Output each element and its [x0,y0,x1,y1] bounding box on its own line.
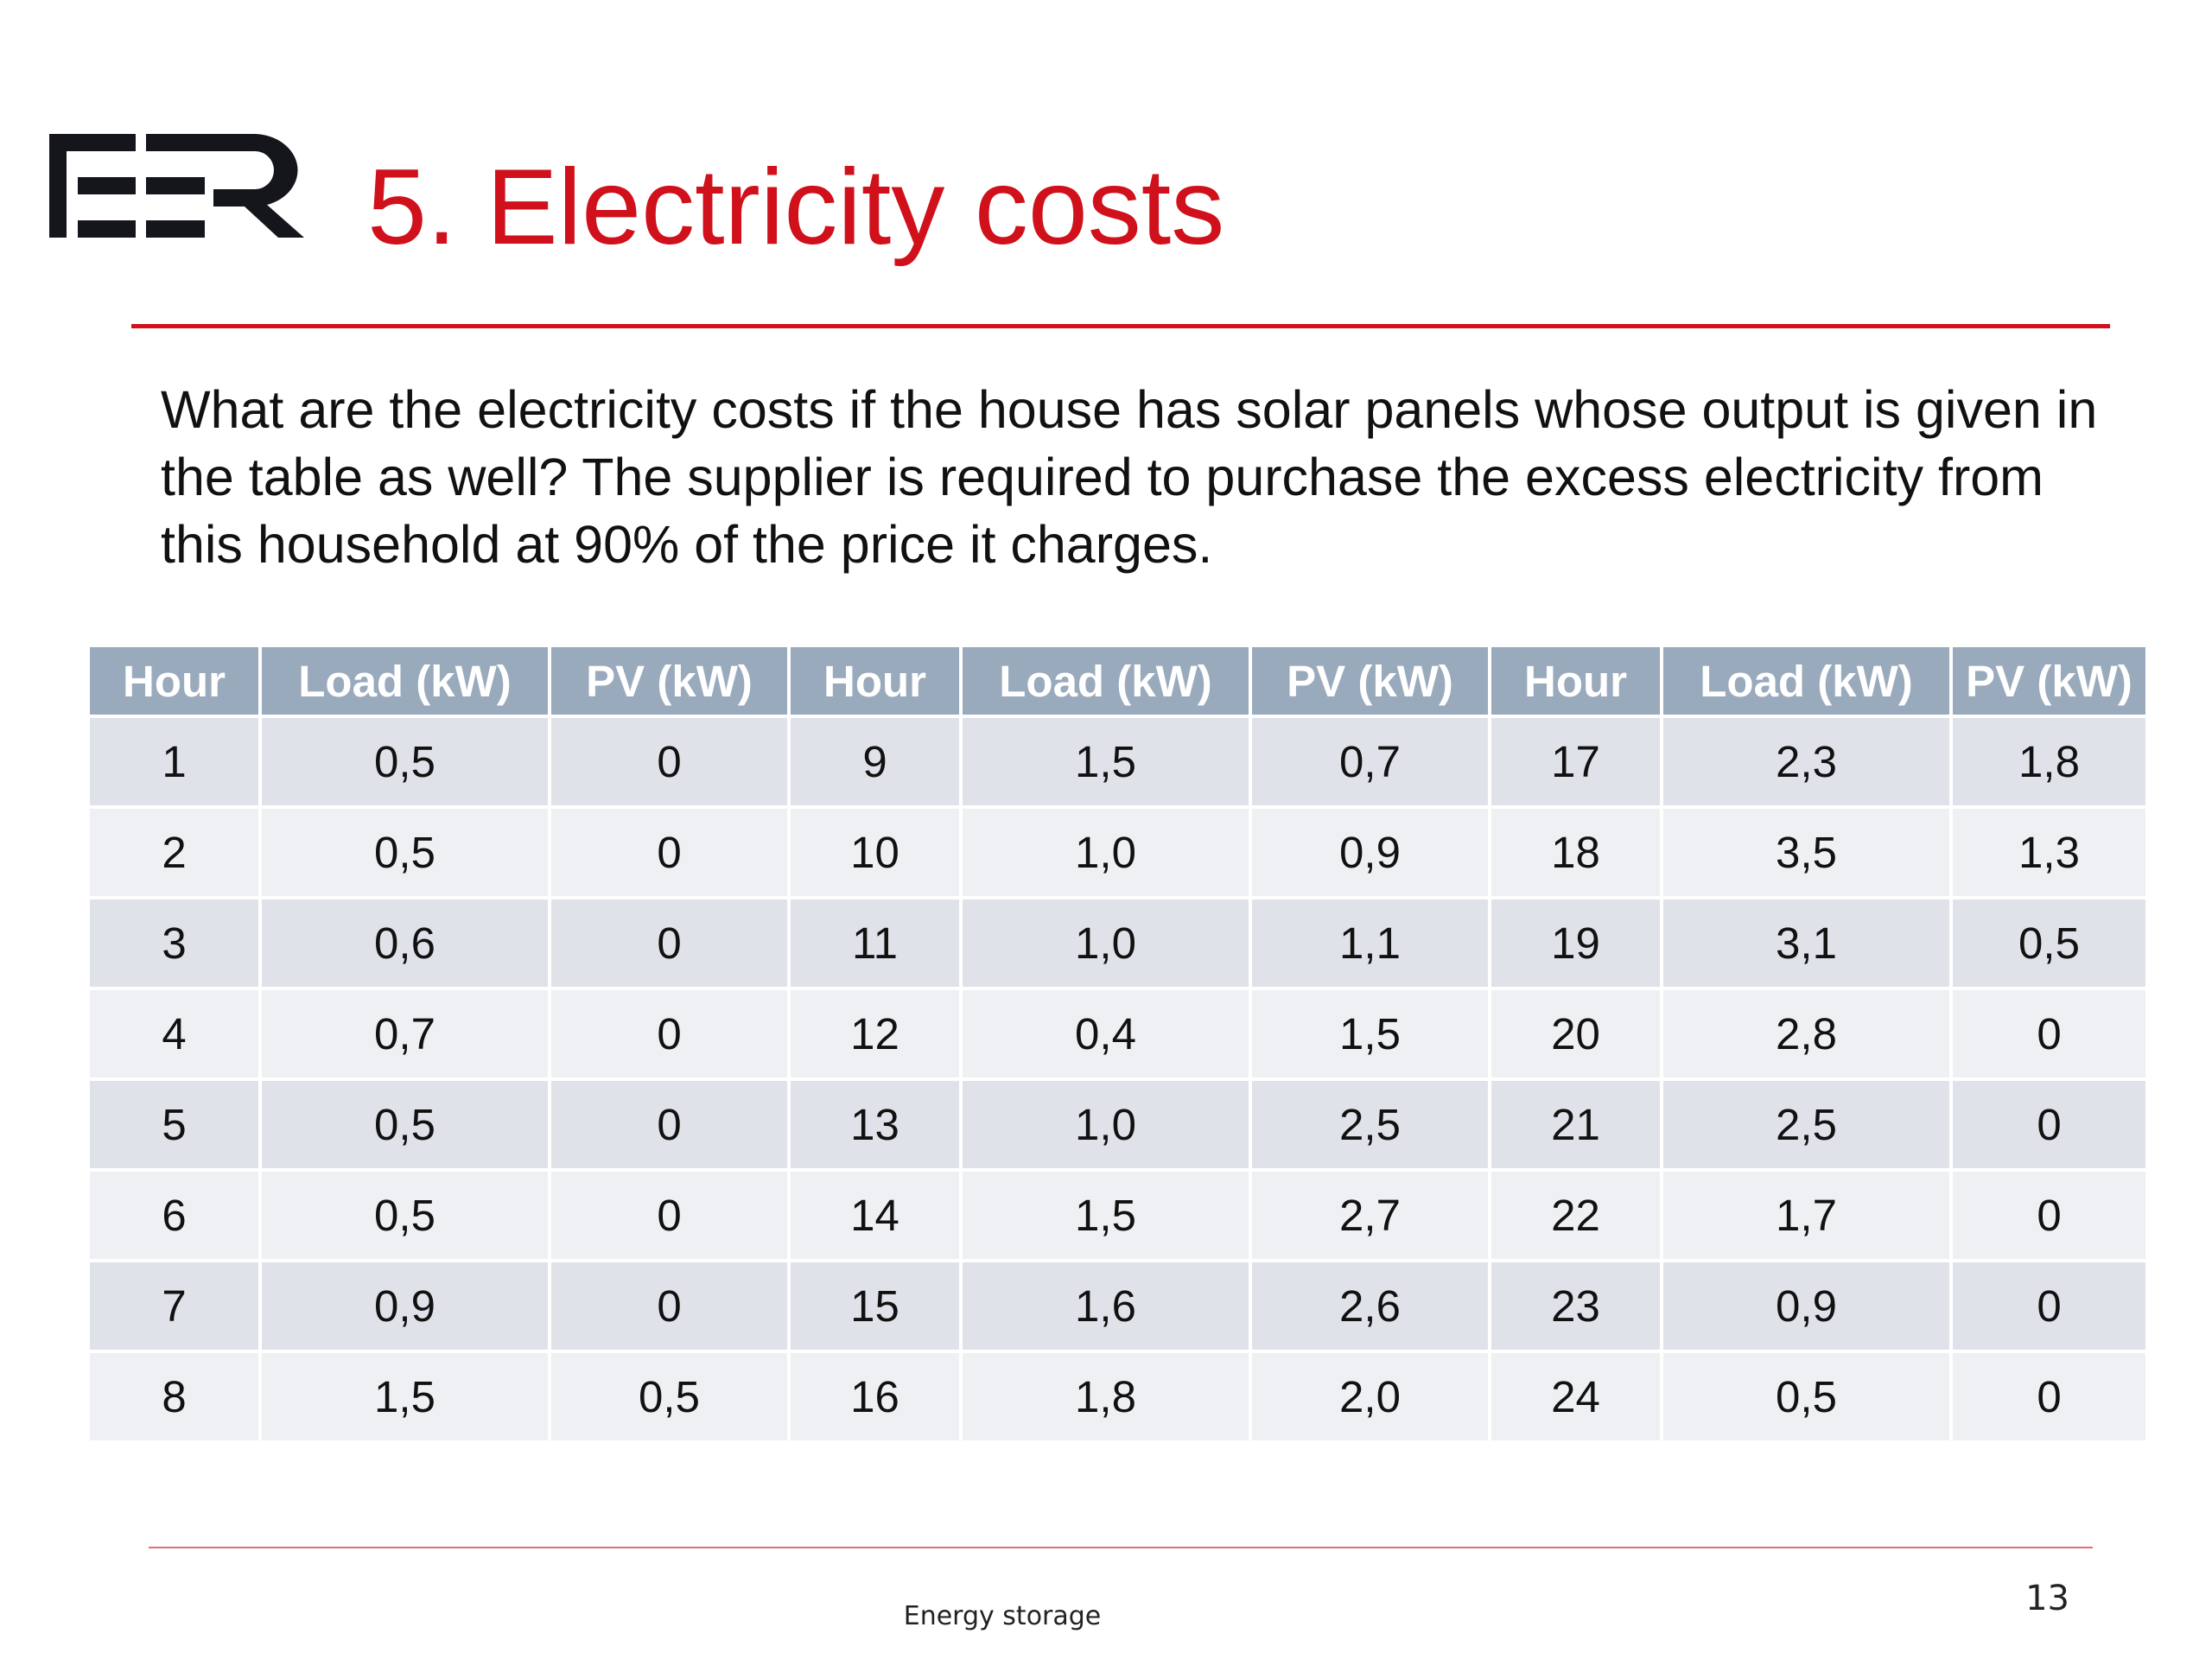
table-cell: 0,5 [551,1353,787,1440]
column-header: PV (kW) [1252,647,1488,715]
table-cell: 0 [551,1172,787,1259]
table-cell: 0,9 [1252,809,1488,896]
table-cell: 15 [791,1262,959,1350]
table-cell: 1,8 [1953,718,2145,805]
table-cell: 0,4 [963,990,1249,1077]
table-cell: 1,1 [1252,899,1488,987]
table-cell: 7 [90,1262,258,1350]
table-cell: 0,7 [262,990,548,1077]
column-header: Load (kW) [1663,647,1949,715]
table-cell: 0,5 [1663,1353,1949,1440]
table-cell: 1,5 [262,1353,548,1440]
table-cell: 0 [1953,1081,2145,1168]
table-cell: 2,5 [1663,1081,1949,1168]
table-cell: 2,3 [1663,718,1949,805]
table-cell: 1,0 [963,809,1249,896]
title-divider [131,324,2110,328]
table-cell: 13 [791,1081,959,1168]
table-cell: 19 [1491,899,1660,987]
table-row: 1 0,5 0 9 1,5 0,7 17 2,3 1,8 [90,718,2145,805]
load-pv-table: Hour Load (kW) PV (kW) Hour Load (kW) PV (kW)… [86,644,2149,1444]
table-cell: 0,6 [262,899,548,987]
slide-title: 5. Electricity costs [367,148,1225,267]
table-cell: 0 [1953,1353,2145,1440]
table-cell: 6 [90,1172,258,1259]
table-cell: 2,7 [1252,1172,1488,1259]
footer-label: Energy storage [903,1601,1102,1631]
table-cell: 2 [90,809,258,896]
table-cell: 0 [551,809,787,896]
table-cell: 17 [1491,718,1660,805]
table-cell: 12 [791,990,959,1077]
column-header: Load (kW) [262,647,548,715]
table-cell: 1,7 [1663,1172,1949,1259]
table-cell: 0,5 [262,718,548,805]
column-header: Hour [791,647,959,715]
table-cell: 1 [90,718,258,805]
table-cell: 0,5 [262,1081,548,1168]
table-cell: 5 [90,1081,258,1168]
table-cell: 22 [1491,1172,1660,1259]
table-cell: 0 [551,899,787,987]
table-cell: 18 [1491,809,1660,896]
table-row: 4 0,7 0 12 0,4 1,5 20 2,8 0 [90,990,2145,1077]
table-cell: 8 [90,1353,258,1440]
table-row: 5 0,5 0 13 1,0 2,5 21 2,5 0 [90,1081,2145,1168]
table-header-row: Hour Load (kW) PV (kW) Hour Load (kW) PV (kW)… [90,647,2145,715]
table-cell: 23 [1491,1262,1660,1350]
table-cell: 1,6 [963,1262,1249,1350]
table-row: 3 0,6 0 11 1,0 1,1 19 3,1 0,5 [90,899,2145,987]
table-cell: 1,0 [963,899,1249,987]
table-cell: 0 [551,990,787,1077]
table-cell: 0,7 [1252,718,1488,805]
footer-divider [149,1547,2093,1548]
table-cell: 0 [1953,990,2145,1077]
table-cell: 2,8 [1663,990,1949,1077]
table-cell: 1,5 [1252,990,1488,1077]
question-text: What are the electricity costs if the ho… [161,380,2098,574]
table-cell: 21 [1491,1081,1660,1168]
column-header: Hour [90,647,258,715]
table-row: 2 0,5 0 10 1,0 0,9 18 3,5 1,3 [90,809,2145,896]
table-cell: 3,5 [1663,809,1949,896]
table-cell: 0 [1953,1262,2145,1350]
table-cell: 4 [90,990,258,1077]
table-cell: 1,5 [963,1172,1249,1259]
table-cell: 0,9 [262,1262,548,1350]
table-cell: 16 [791,1353,959,1440]
table-cell: 0,5 [262,809,548,896]
table-row: 6 0,5 0 14 1,5 2,7 22 1,7 0 [90,1172,2145,1259]
column-header: PV (kW) [551,647,787,715]
fer-logo [49,134,304,242]
table-cell: 1,5 [963,718,1249,805]
table-cell: 2,6 [1252,1262,1488,1350]
column-header: PV (kW) [1953,647,2145,715]
table-cell: 9 [791,718,959,805]
table-cell: 3 [90,899,258,987]
table-cell: 0 [551,718,787,805]
table-cell: 0,5 [262,1172,548,1259]
table-cell: 0,5 [1953,899,2145,987]
table-cell: 0 [551,1081,787,1168]
table-cell: 3,1 [1663,899,1949,987]
table-cell: 0 [1953,1172,2145,1259]
column-header: Load (kW) [963,647,1249,715]
page-number: 13 [2025,1579,2069,1618]
column-header: Hour [1491,647,1660,715]
table-cell: 2,5 [1252,1081,1488,1168]
table-cell: 14 [791,1172,959,1259]
table-cell: 24 [1491,1353,1660,1440]
table-cell: 1,8 [963,1353,1249,1440]
table-cell: 11 [791,899,959,987]
table-cell: 0,9 [1663,1262,1949,1350]
table-cell: 2,0 [1252,1353,1488,1440]
table-cell: 20 [1491,990,1660,1077]
table-row: 8 1,5 0,5 16 1,8 2,0 24 0,5 0 [90,1353,2145,1440]
table-cell: 1,3 [1953,809,2145,896]
table-body: 1 0,5 0 9 1,5 0,7 17 2,3 1,8 2 0,5 0 10 1,0 0,9 18 3,5 1,… [90,718,2145,1440]
table-row: 7 0,9 0 15 1,6 2,6 23 0,9 0 [90,1262,2145,1350]
table-cell: 1,0 [963,1081,1249,1168]
table-cell: 0 [551,1262,787,1350]
table-cell: 10 [791,809,959,896]
